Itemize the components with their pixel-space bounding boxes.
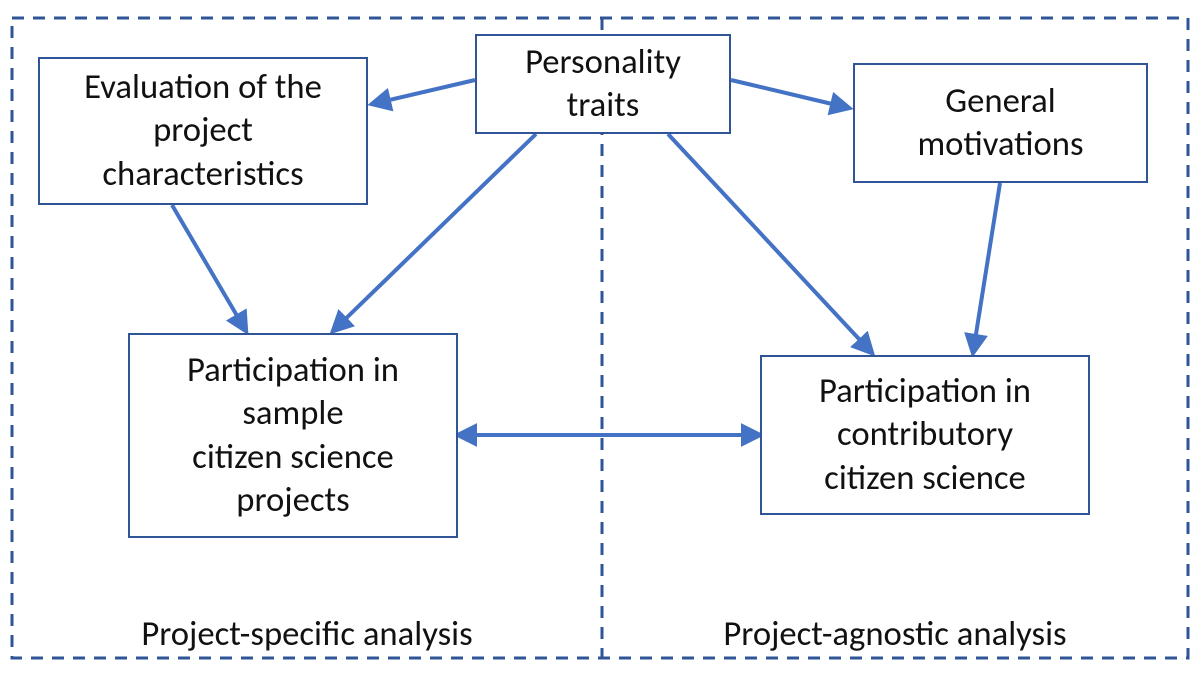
node-label: Personalitytraits <box>525 41 681 128</box>
node-participation-sample: Participation insamplecitizen sciencepro… <box>128 333 458 538</box>
diagram-canvas: Personalitytraits Evaluation of theproje… <box>0 0 1200 675</box>
node-evaluation-characteristics: Evaluation of theprojectcharacteristics <box>38 57 368 205</box>
node-participation-contributory: Participation incontributorycitizen scie… <box>760 355 1090 515</box>
node-label: Participation insamplecitizen sciencepro… <box>187 349 399 522</box>
region-label-right: Project-agnostic analysis <box>645 613 1145 655</box>
node-label: Generalmotivations <box>917 80 1083 167</box>
node-personality-traits: Personalitytraits <box>475 34 731 134</box>
node-label: Evaluation of theprojectcharacteristics <box>84 66 322 196</box>
region-label-text: Project-agnostic analysis <box>723 613 1066 655</box>
region-label-text: Project-specific analysis <box>141 613 472 655</box>
node-label: Participation incontributorycitizen scie… <box>819 370 1031 500</box>
region-label-left: Project-specific analysis <box>57 613 557 655</box>
node-general-motivations: Generalmotivations <box>853 63 1148 183</box>
